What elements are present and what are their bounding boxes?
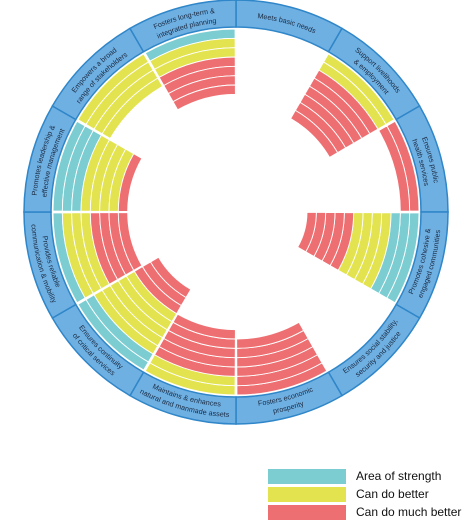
ring-segment-much_better-cat-2-1 bbox=[378, 125, 411, 212]
legend-label-strength: Area of strength bbox=[356, 469, 442, 483]
ring-segment-much_better-cat-3-4 bbox=[297, 211, 317, 253]
ring-segment-much_better-cat-9-0 bbox=[117, 153, 143, 212]
center-hub bbox=[166, 142, 306, 282]
label-band-cat-11 bbox=[128, 0, 237, 53]
legend-label-much-better: Can do much better bbox=[356, 505, 462, 519]
legend-swatch-better bbox=[268, 487, 346, 502]
ring-segment-much_better-cat-8-3 bbox=[117, 212, 143, 271]
ring-segment-much_better-cat-6-4 bbox=[172, 313, 236, 340]
legend-swatch-strength bbox=[268, 469, 346, 484]
ring-segment-much_better-cat-5-5 bbox=[236, 321, 305, 349]
ring-segment-much_better-cat-1-5 bbox=[290, 109, 339, 158]
legend-swatch-much-better bbox=[268, 505, 346, 520]
legend-label-better: Can do better bbox=[356, 487, 429, 501]
ring-segment-better-cat-10-3 bbox=[101, 77, 164, 140]
ring-segment-much_better-cat-11-3 bbox=[172, 84, 236, 111]
ring-segment-much_better-cat-7-2 bbox=[149, 256, 192, 299]
